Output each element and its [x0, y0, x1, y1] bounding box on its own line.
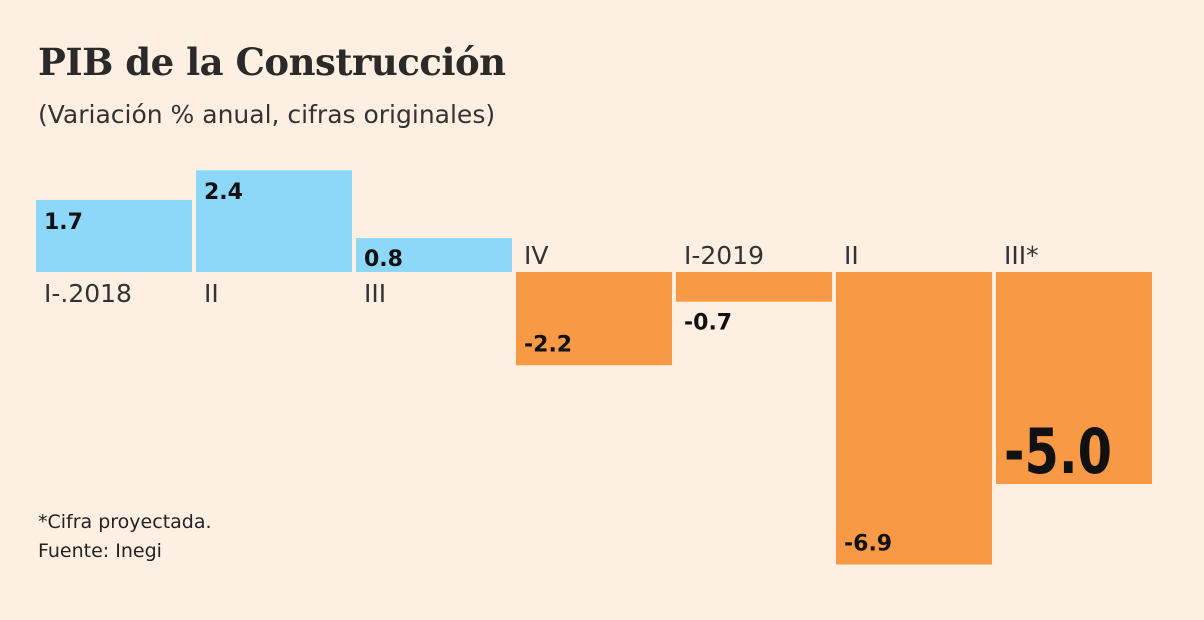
value-label: -6.9: [844, 532, 892, 557]
bar: [996, 272, 1152, 484]
bar: [676, 272, 832, 302]
bar: [196, 170, 352, 272]
chart-subtitle: (Variación % anual, cifras originales): [38, 100, 496, 129]
footnote: *Cifra proyectada.: [38, 511, 212, 533]
notes: *Cifra proyectada. Fuente: Inegi: [38, 508, 212, 566]
category-label: IV: [524, 241, 548, 270]
value-label: 2.4: [204, 180, 243, 205]
category-label: II: [204, 279, 219, 308]
category-label: II: [844, 241, 859, 270]
value-label: 1.7: [44, 210, 83, 235]
value-label: -0.7: [684, 311, 732, 336]
category-label: I-.2018: [44, 279, 132, 308]
value-label: 0.8: [364, 247, 403, 272]
category-label: I-2019: [684, 241, 764, 270]
chart-title: PIB de la Construcción: [38, 40, 506, 84]
value-label: -5.0: [1004, 415, 1112, 488]
bar: [356, 238, 512, 272]
category-label: III*: [1004, 241, 1039, 270]
category-label: III: [364, 279, 386, 308]
bar: [36, 199, 192, 272]
value-label: -2.2: [524, 332, 572, 357]
bar: [836, 272, 992, 565]
source-note: Fuente: Inegi: [38, 540, 162, 562]
bar: [516, 272, 672, 366]
